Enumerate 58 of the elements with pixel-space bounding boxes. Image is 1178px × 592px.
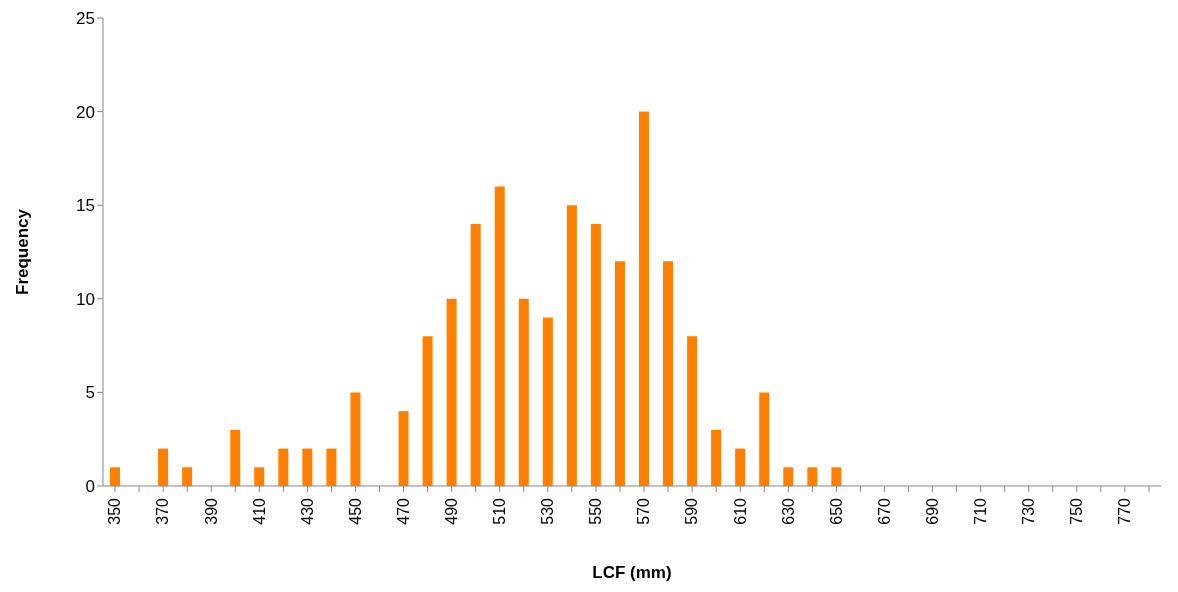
x-tick-label: 690 bbox=[923, 497, 941, 525]
x-tick-label: 390 bbox=[202, 497, 220, 525]
x-tick-label: 650 bbox=[827, 497, 845, 525]
bar bbox=[639, 111, 649, 486]
y-tick-label: 20 bbox=[76, 102, 95, 122]
bar bbox=[590, 223, 601, 486]
bar bbox=[663, 261, 674, 486]
x-tick-label: 750 bbox=[1068, 497, 1086, 525]
bar bbox=[494, 186, 505, 486]
y-tick-label: 25 bbox=[76, 9, 95, 29]
bar bbox=[350, 392, 361, 486]
y-axis-title: Frequency bbox=[13, 208, 33, 295]
x-tick-label: 550 bbox=[587, 497, 605, 525]
x-tick-label: 730 bbox=[1020, 497, 1038, 525]
x-tick-label: 710 bbox=[972, 497, 990, 525]
bar bbox=[711, 429, 722, 486]
x-tick-label: 770 bbox=[1116, 497, 1134, 525]
bar bbox=[302, 448, 313, 486]
x-tick-label: 570 bbox=[635, 497, 653, 525]
y-tick-label: 5 bbox=[85, 383, 95, 403]
x-tick-label: 510 bbox=[491, 497, 509, 525]
bar bbox=[735, 448, 746, 486]
bar bbox=[831, 467, 842, 486]
x-tick-label: 350 bbox=[106, 497, 124, 525]
bar bbox=[446, 298, 457, 486]
bar bbox=[182, 467, 193, 486]
bar bbox=[614, 261, 625, 486]
x-tick-label: 670 bbox=[875, 497, 893, 525]
bar bbox=[278, 448, 289, 486]
bar bbox=[518, 298, 529, 486]
bar bbox=[566, 205, 577, 486]
bar bbox=[398, 411, 409, 486]
bar bbox=[110, 467, 120, 486]
bar bbox=[158, 448, 169, 486]
y-tick-label: 15 bbox=[76, 196, 95, 216]
x-tick-label: 530 bbox=[539, 497, 557, 525]
bar bbox=[807, 467, 818, 486]
x-tick-label: 470 bbox=[394, 497, 412, 525]
x-tick-label: 490 bbox=[443, 497, 461, 525]
x-tick-label: 610 bbox=[731, 497, 749, 525]
x-tick-label: 430 bbox=[298, 497, 316, 525]
bar bbox=[470, 223, 481, 486]
x-tick-label: 370 bbox=[154, 497, 172, 525]
x-tick-label: 630 bbox=[779, 497, 797, 525]
bar bbox=[254, 467, 265, 486]
x-tick-label: 450 bbox=[346, 497, 364, 525]
y-tick-label: 10 bbox=[76, 289, 95, 309]
bar bbox=[326, 448, 337, 486]
y-tick-label: 0 bbox=[85, 477, 95, 497]
x-tick-label: 590 bbox=[683, 497, 701, 525]
bar bbox=[783, 467, 794, 486]
x-axis-title: LCF (mm) bbox=[592, 563, 672, 582]
bar bbox=[542, 317, 553, 486]
bar bbox=[687, 336, 698, 486]
x-tick-label: 410 bbox=[250, 497, 268, 525]
bar bbox=[759, 392, 770, 486]
bar bbox=[230, 429, 241, 486]
bar bbox=[422, 336, 433, 486]
